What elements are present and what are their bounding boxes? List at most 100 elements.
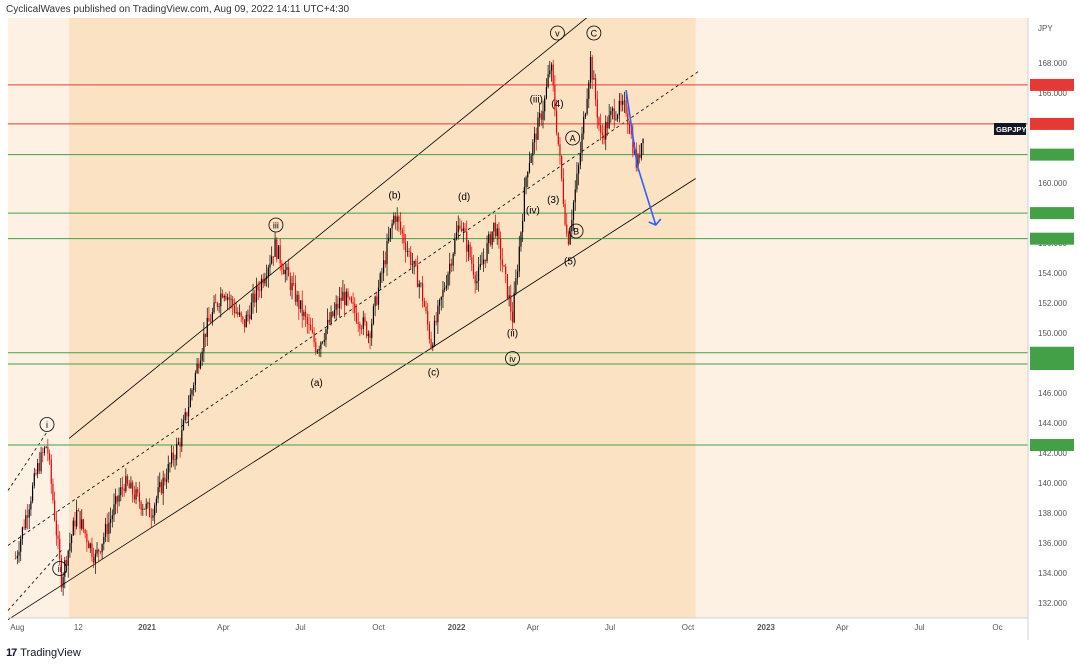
candle [230,294,232,309]
candle-body [271,256,273,264]
publish-attribution: CyclicalWaves published on TradingView.c… [6,4,350,15]
time-tick-label: Jul [295,623,305,632]
candle-body [440,296,442,300]
candle-body [25,515,27,529]
candle-body [606,121,609,129]
candle [47,438,49,462]
price-tick-label: 146.000 [1038,389,1067,398]
candle-body [518,246,520,272]
candle-body [533,133,536,143]
candle-body [398,216,400,222]
candle-body [98,549,100,552]
chart-area[interactable]: 132.000 134.000 136.000 138.000 140.000 142.0… [0,2,1080,640]
candle [332,311,334,318]
candle-body [498,228,500,239]
candle-body [578,165,580,174]
candle [223,294,225,302]
candle-body [506,274,509,299]
candle-body [325,329,327,341]
candle-body [235,312,237,313]
wave-label: (d) [458,192,470,203]
candle-body [374,296,376,307]
candle [510,284,512,321]
candle [128,479,130,489]
candle-body [401,229,403,234]
candle [481,252,483,265]
candle-body [318,348,320,351]
candle [26,504,29,530]
candle-body [320,342,322,349]
tradingview-brand: TradingView [20,647,81,659]
candle [552,59,554,92]
candle [193,382,195,397]
candle [367,330,369,344]
candle [191,388,193,401]
candle-body [610,110,612,116]
candle-body [406,251,408,252]
candle [500,231,502,272]
candle [157,475,159,504]
candle-body [23,527,25,529]
candle [25,509,27,531]
candle-body [184,412,186,421]
candle-body [145,503,147,510]
candle-body [303,312,305,316]
candle [286,263,288,281]
candle [508,286,510,307]
candle [96,542,98,557]
price-tick-label: 134.000 [1038,569,1067,578]
candle-body [532,142,534,156]
candle-body [299,300,302,309]
candle [450,258,453,273]
gbpjpy-chart[interactable]: 132.000 134.000 136.000 138.000 140.000 142.0… [0,2,1080,640]
candle-body [37,463,39,475]
candle-body [452,253,454,266]
candle-body [162,477,164,494]
candle [413,260,415,275]
candle-body [562,178,564,204]
candle [600,113,602,141]
wave-label: v [555,29,560,39]
candle-body [150,517,152,518]
candle-body [70,535,73,544]
level-badge-147.932 [1030,358,1074,371]
candle [181,418,183,452]
candle [30,496,32,517]
candle-body [313,332,315,343]
candle [394,212,397,230]
candle-body [282,269,285,275]
wave-label-circle [586,25,602,41]
candle-body [547,74,549,87]
candle-body [359,323,361,329]
candle-body [193,385,195,390]
candle-body [101,543,103,553]
candle [594,73,597,107]
candle-body [165,479,168,482]
candle-body [388,237,390,242]
candle-body [537,117,539,140]
candle [535,127,537,151]
candle-body [383,260,385,273]
candle-body [476,280,478,284]
candle-body [457,225,459,233]
price-tick-label: 144.000 [1038,419,1067,428]
candle-body [416,264,419,288]
candle-body [569,231,571,245]
price-tick-label: 168.000 [1038,59,1067,68]
candle [461,220,463,233]
candle-body [72,520,74,536]
candle-body [449,263,451,274]
candle [581,126,583,162]
candle [262,273,264,288]
candle [125,468,127,493]
candle [72,517,74,536]
candle [610,106,612,123]
candle [45,445,47,449]
candle [43,446,46,456]
candle-body [444,288,446,290]
wave-label: (c) [428,368,440,379]
candle-body [640,143,642,159]
candle-body [20,538,22,552]
candle [84,528,86,538]
candle-body [576,173,578,190]
